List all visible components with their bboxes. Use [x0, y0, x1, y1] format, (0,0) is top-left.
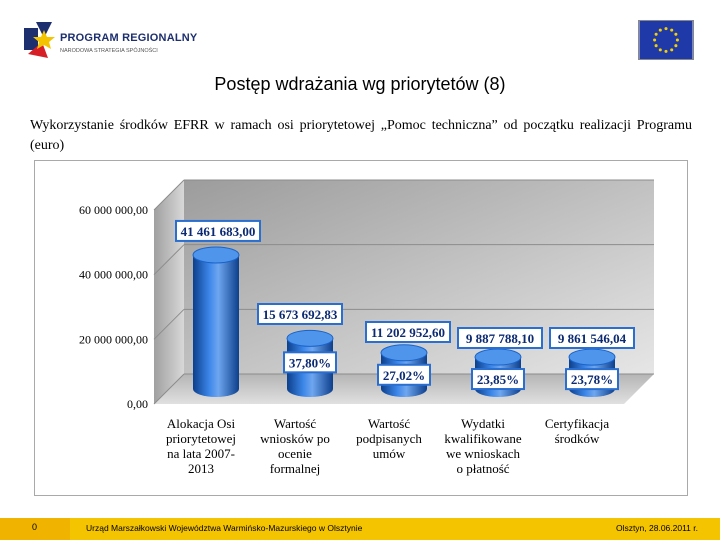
value-label: 15 673 692,83 — [263, 307, 338, 322]
percent-label: 23,78% — [571, 372, 613, 387]
category-label: Wydatki — [461, 416, 505, 431]
percent-label: 23,85% — [477, 372, 519, 387]
bar-chart: 0,00 20 000 000,00 40 000 000,00 60 000 000… — [79, 179, 654, 476]
category-label: Wartość — [368, 416, 410, 431]
category-label: Wartość — [274, 416, 316, 431]
page-number: 0 — [32, 522, 38, 532]
logo-title: PROGRAM REGIONALNY — [60, 32, 198, 44]
percent-label-box — [283, 351, 337, 374]
gridline-side — [153, 373, 185, 405]
star-logo-icon — [24, 22, 55, 58]
category-label: 2013 — [188, 461, 214, 476]
category-label: umów — [373, 446, 406, 461]
gridline-side — [153, 244, 185, 276]
bar — [193, 254, 239, 397]
percent-label-box — [377, 363, 431, 386]
percent-label: 37,80% — [289, 355, 331, 370]
chart-subtitle: Wykorzystanie środków EFRR w ramach osi … — [30, 118, 692, 153]
value-label-box — [175, 219, 261, 242]
chart-back-wall — [184, 180, 654, 374]
category-label: kwalifikowane — [444, 431, 521, 446]
category-label: wniosków po — [260, 431, 330, 446]
category-label: Certyfikacja — [545, 416, 609, 431]
value-label: 41 461 683,00 — [181, 224, 256, 239]
category-label: Alokacja Osi — [167, 416, 236, 431]
program-regionalny-logo: PROGRAM REGIONALNY NARODOWA STRATEGIA SP… — [22, 18, 202, 62]
value-label-box — [549, 327, 635, 349]
category-label: priorytetowej — [166, 431, 236, 446]
category-label: środków — [555, 431, 600, 446]
y-tick-label: 0,00 — [127, 397, 148, 411]
bar-top — [286, 329, 334, 347]
chart-side-wall — [154, 180, 184, 404]
logo-subtitle: NARODOWA STRATEGIA SPÓJNOŚCI — [60, 48, 158, 54]
percent-label: 27,02% — [383, 368, 425, 383]
percent-label-box — [471, 368, 525, 391]
bar-top — [380, 344, 428, 362]
value-label: 9 861 546,04 — [558, 331, 627, 346]
value-label-box — [365, 321, 451, 343]
page-title: Postęp wdrażania wg priorytetów (8) — [214, 74, 506, 94]
footer-bar — [0, 518, 720, 540]
value-label-box — [257, 303, 343, 325]
category-label: na lata 2007- — [167, 446, 235, 461]
category-label: ocenie — [278, 446, 312, 461]
footer-number-block — [0, 518, 70, 540]
value-label-box — [457, 327, 543, 349]
footer-organization: Urząd Marszałkowski Województwa Warmińsk… — [86, 523, 363, 533]
value-label: 11 202 952,60 — [371, 325, 445, 340]
category-label: o płatność — [456, 461, 509, 476]
category-label: podpisanych — [356, 431, 422, 446]
bar-top — [474, 348, 522, 366]
footer-date: Olsztyn, 28.06.2011 r. — [615, 523, 698, 533]
eu-flag-icon — [638, 20, 694, 60]
value-label: 9 887 788,10 — [466, 331, 534, 346]
y-tick-label: 60 000 000,00 — [79, 203, 148, 217]
category-label: we wnioskach — [446, 446, 521, 461]
y-tick-label: 20 000 000,00 — [79, 332, 148, 346]
bar-top — [192, 246, 240, 264]
gridline-side — [153, 179, 185, 211]
bar-top — [568, 348, 616, 366]
percent-label-box — [565, 368, 619, 391]
y-tick-label: 40 000 000,00 — [79, 268, 148, 282]
category-label: formalnej — [270, 461, 321, 476]
gridline-side — [153, 308, 185, 340]
